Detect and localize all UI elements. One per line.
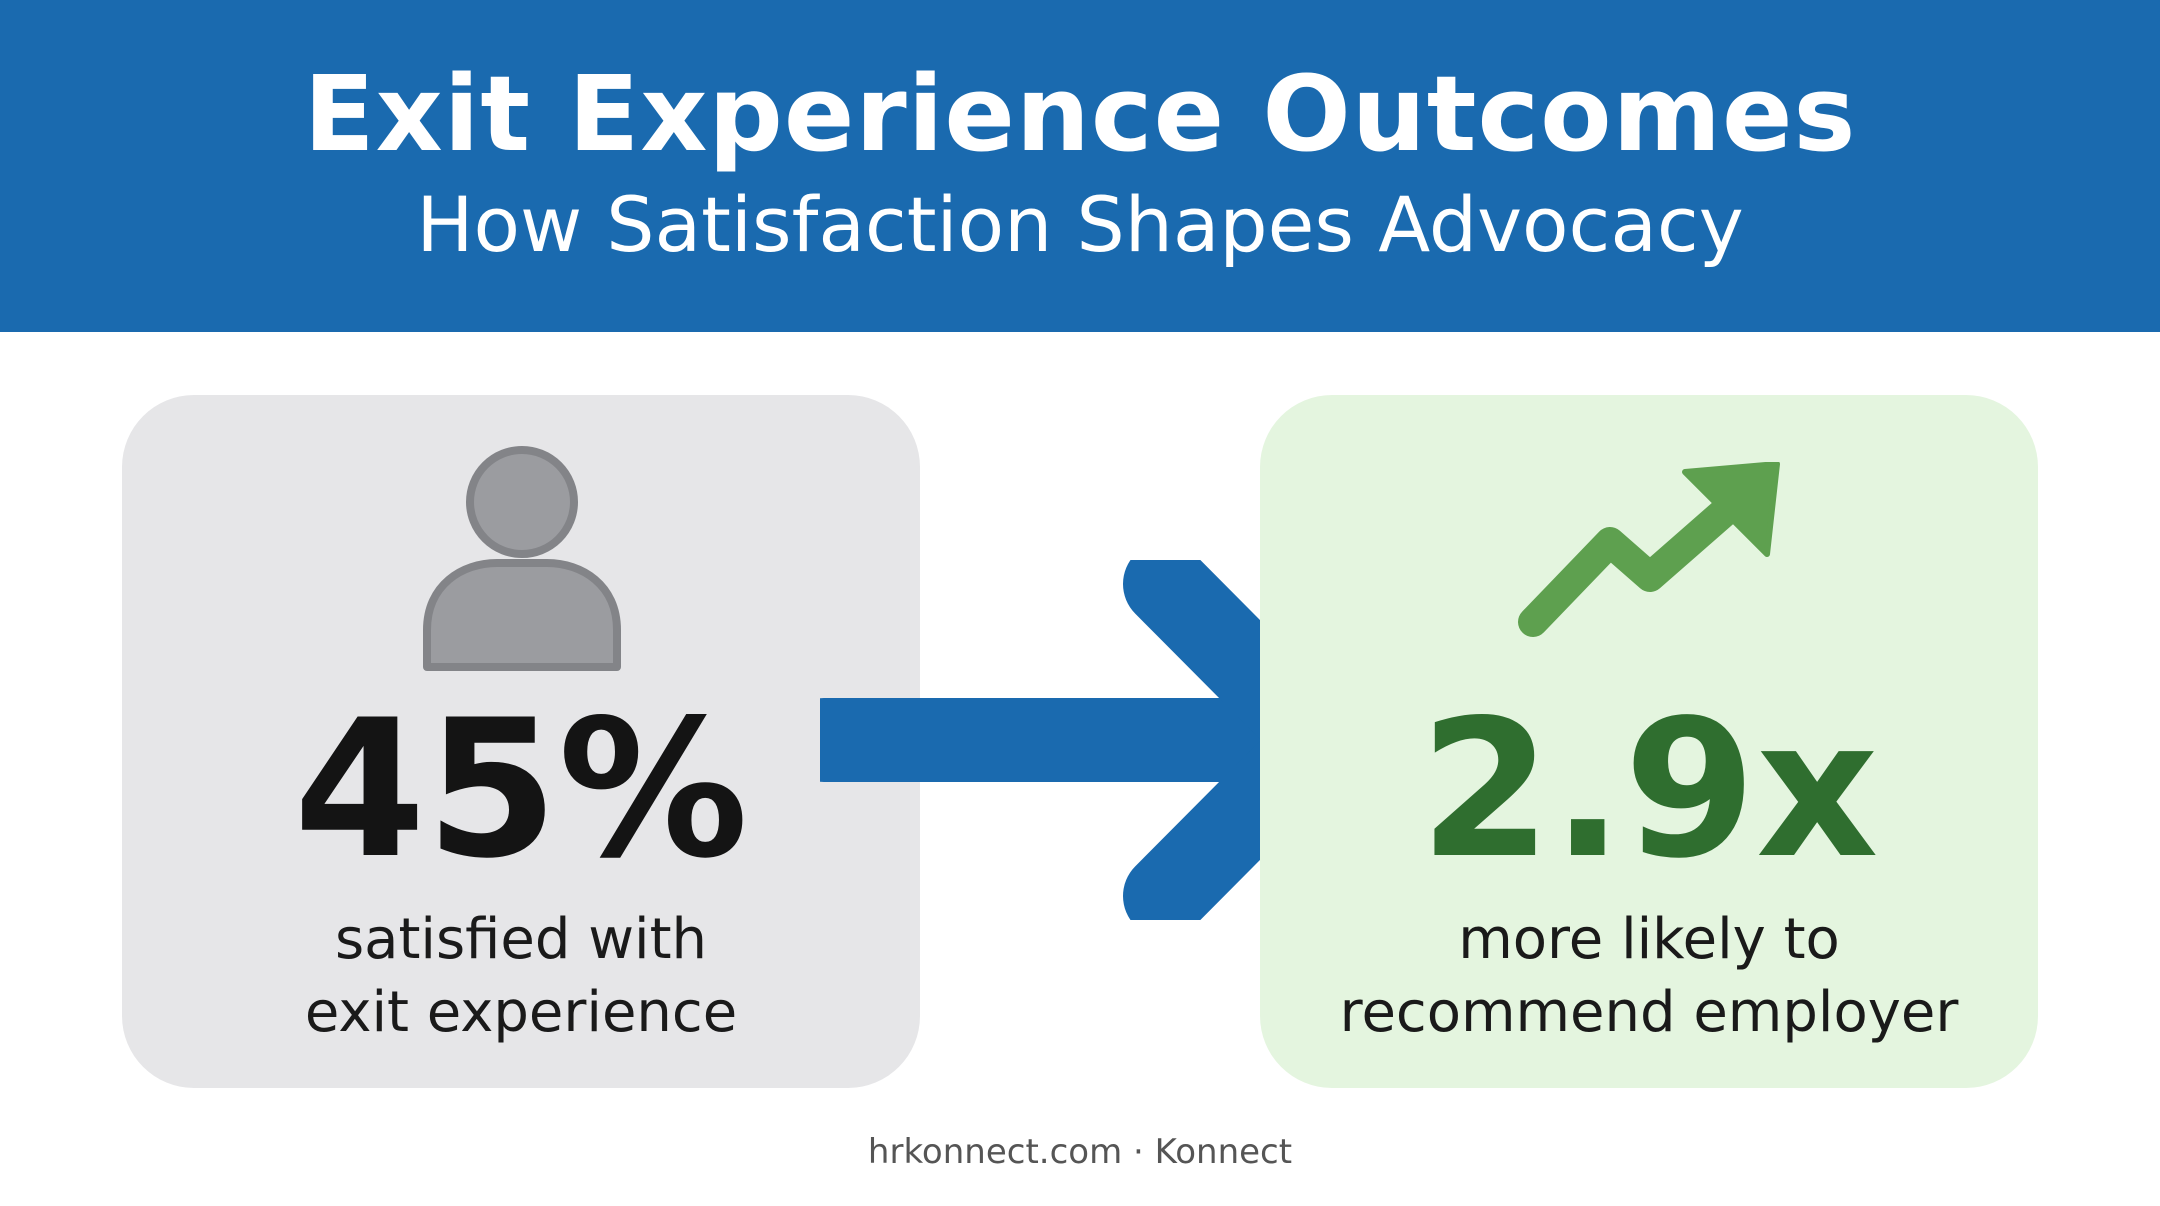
recommendation-caption-line1: more likely to <box>1458 907 1840 972</box>
recommendation-caption: more likely to recommend employer <box>1260 903 2038 1049</box>
header-banner: Exit Experience Outcomes How Satisfactio… <box>0 0 2160 332</box>
trend-up-icon <box>1518 462 1780 637</box>
satisfaction-caption-line1: satisfied with <box>334 907 708 972</box>
page-subtitle: How Satisfaction Shapes Advocacy <box>416 180 1744 269</box>
recommendation-card: 2.9x more likely to recommend employer <box>1260 395 2038 1088</box>
footer-credit: hrkonnect.com · Konnect <box>867 1132 1293 1172</box>
person-icon <box>423 446 621 671</box>
satisfaction-stat: 45% <box>293 679 749 900</box>
page-title: Exit Experience Outcomes <box>303 53 1857 175</box>
satisfaction-card: 45% satisfied with exit experience <box>122 395 920 1088</box>
recommendation-stat: 2.9x <box>1419 679 1879 900</box>
satisfaction-caption-line2: exit experience <box>304 980 738 1045</box>
recommendation-caption-line2: recommend employer <box>1339 980 1959 1045</box>
satisfaction-caption: satisfied with exit experience <box>122 903 920 1049</box>
